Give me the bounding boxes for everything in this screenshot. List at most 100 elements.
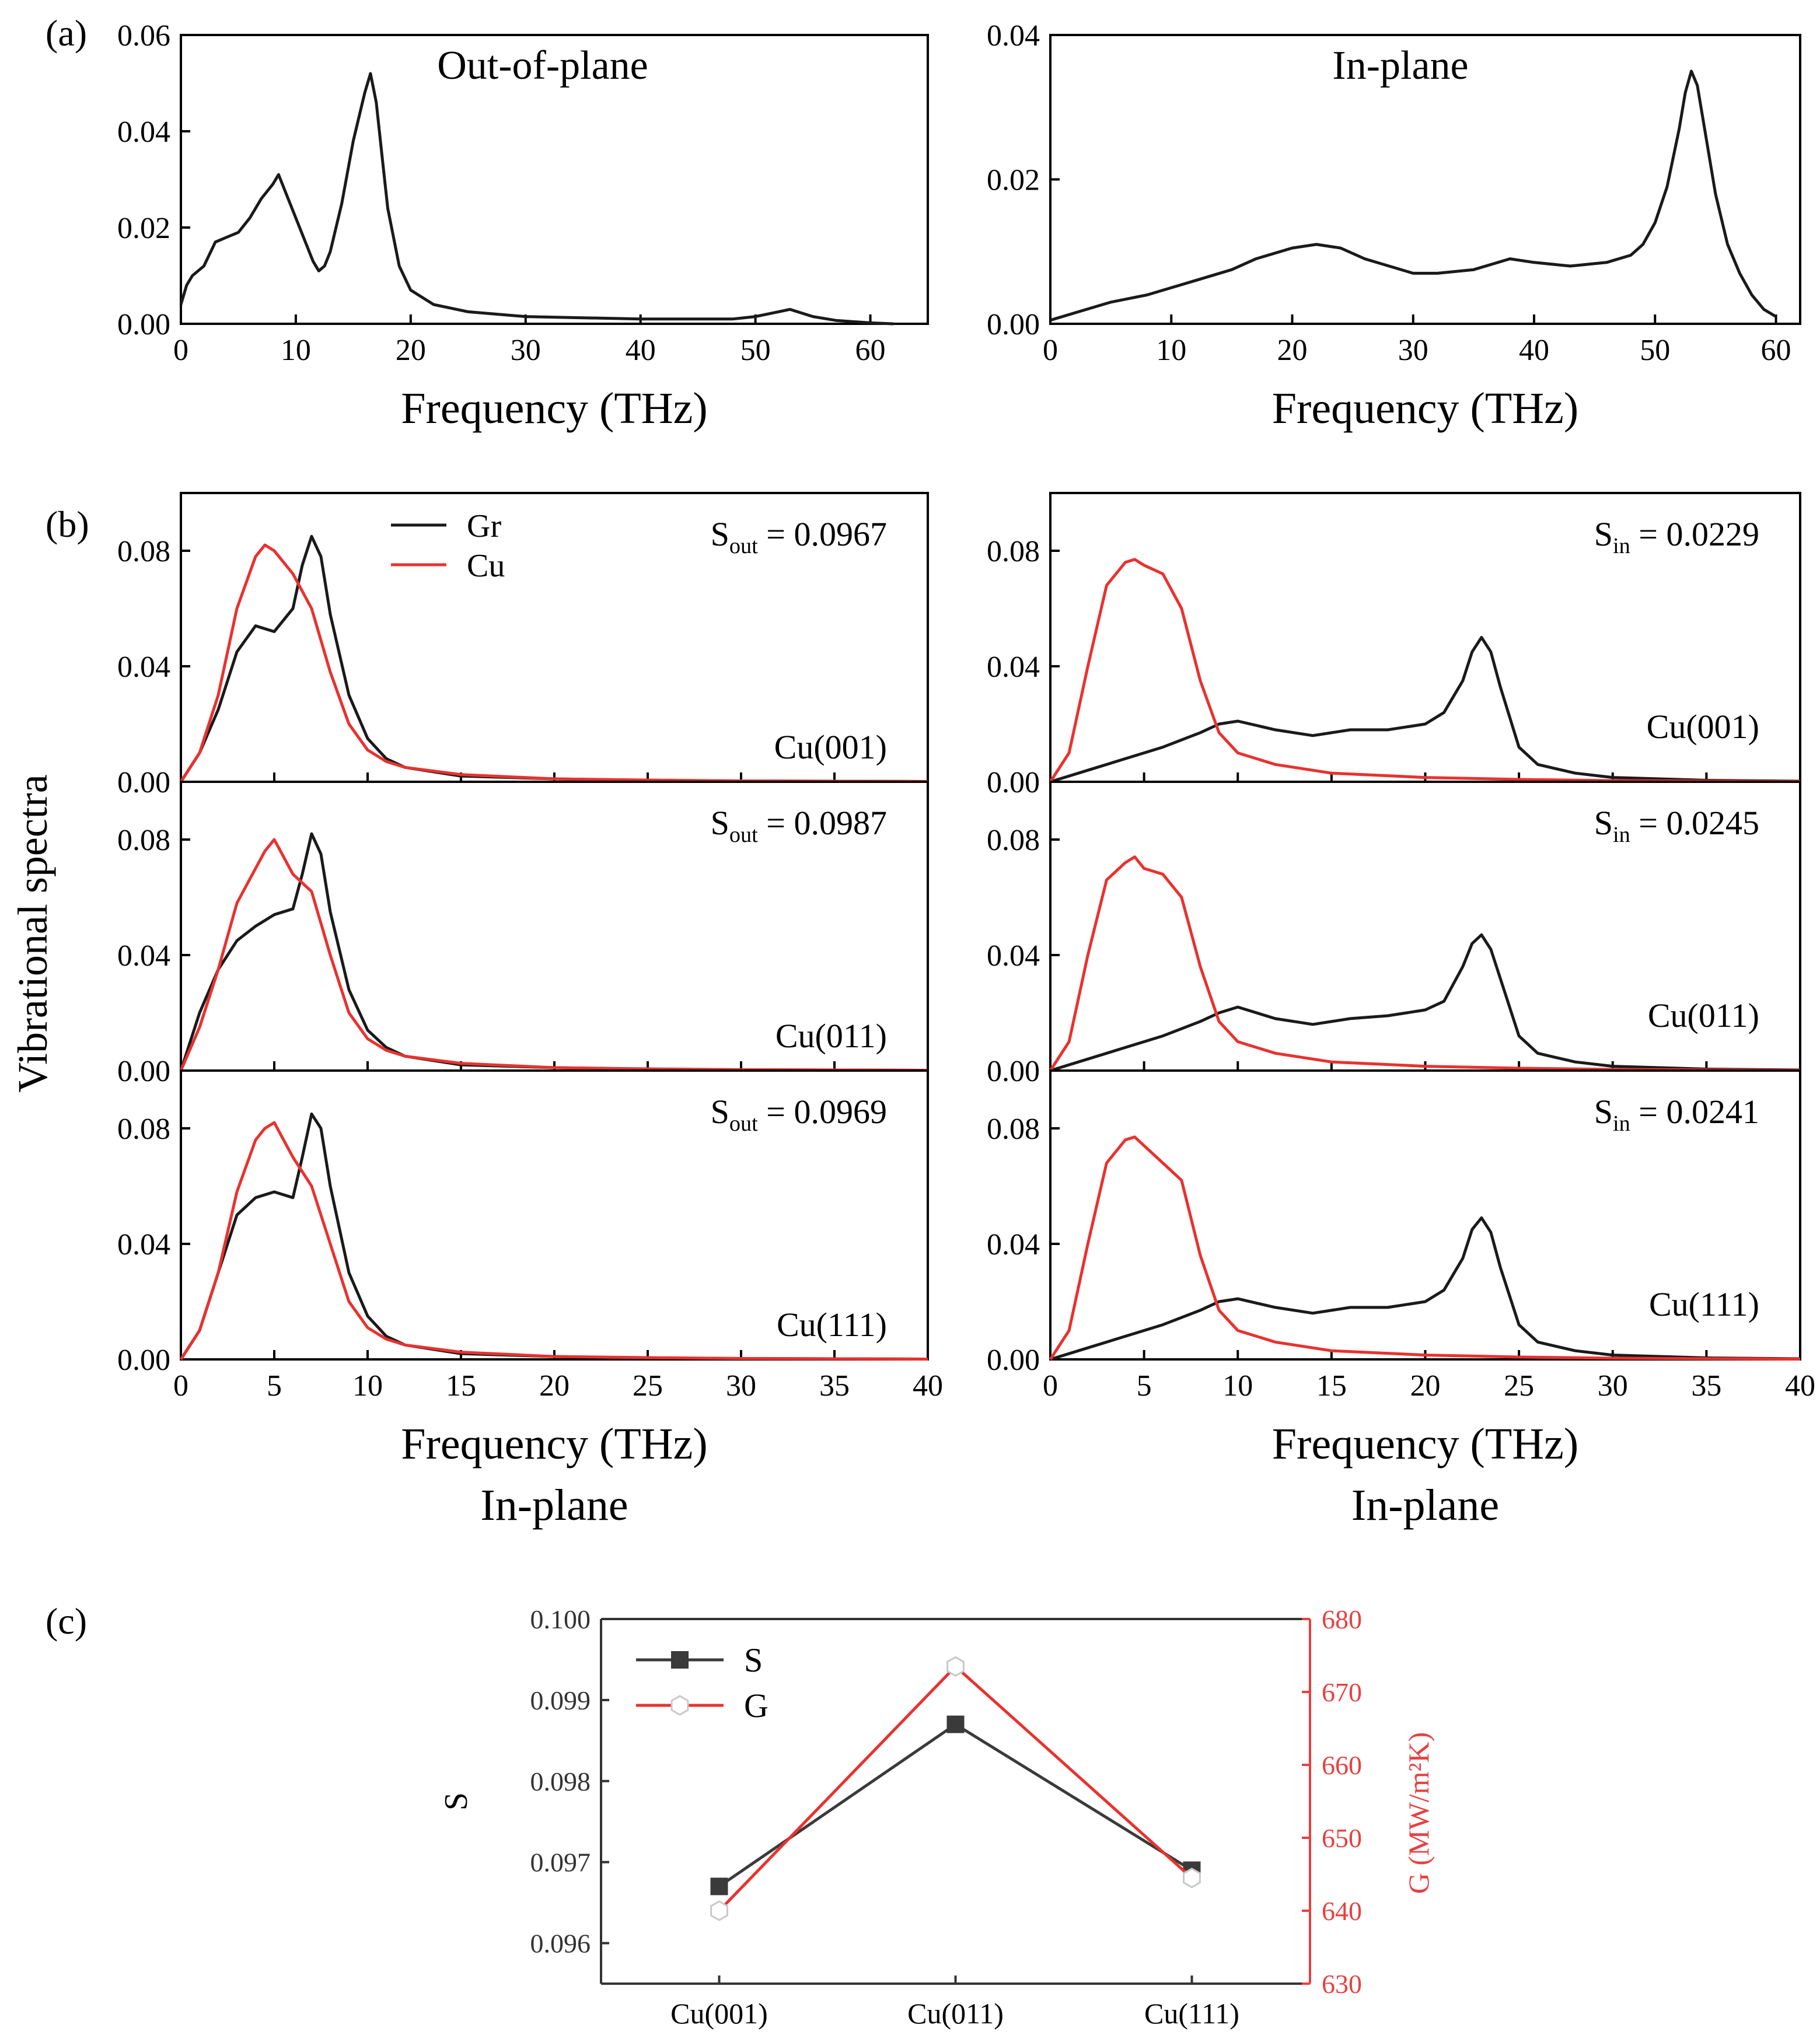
- x-tick-label: 40: [1519, 334, 1549, 367]
- y-tick-label: 0.08: [117, 1113, 170, 1146]
- series-g-point: [710, 1900, 728, 1921]
- series-s-point: [946, 1715, 965, 1733]
- y2-tick-label: 660: [1322, 1750, 1362, 1780]
- annotation: Sout = 0.0969: [711, 1093, 887, 1136]
- series-gr-line: [1050, 1216, 1801, 1361]
- y-tick-label: 0.099: [530, 1686, 591, 1715]
- x-tick-label: 5: [1137, 1369, 1152, 1403]
- x-tick-label: 50: [740, 334, 771, 367]
- panel-b-left-001: 0.00 0.04 0.08 Sout = 0.0967 Cu(001) Gr Cu: [117, 492, 929, 799]
- x-tick-label: 40: [626, 334, 656, 367]
- panel-b-right-001: 0.00 0.04 0.08 Sin = 0.0229 Cu(001): [987, 492, 1801, 799]
- y-tick-label: 0.02: [117, 212, 170, 245]
- y2-tick-label: 650: [1322, 1823, 1362, 1853]
- x-axis-label: Frequency (THz): [1272, 384, 1578, 433]
- panel-a-right: 0.00 0.02 0.04 0 10 20 30 40 50 60 In-plane Frequen…: [987, 19, 1801, 433]
- y-tick-label: 0.08: [987, 535, 1040, 568]
- series-s-line: [718, 1722, 1193, 1888]
- annotation: Sin = 0.0229: [1594, 515, 1759, 558]
- panel-b-left-111: 0.00 0.04 0.08 0 5 10 15 20 25 30 35 40 Sout = 0.096…: [117, 1069, 943, 1530]
- x-tick-label: 10: [1222, 1369, 1253, 1403]
- x-tick-label: 60: [1761, 334, 1791, 367]
- substrate-label: Cu(111): [1649, 1285, 1759, 1323]
- legend-label-g: G: [744, 1687, 768, 1725]
- panel-a-left: 0.00 0.02 0.04 0.06 0 10 20 30 40 50 60 Out-of-plan…: [117, 19, 929, 433]
- annotation: Sin = 0.0245: [1594, 804, 1759, 847]
- category-label: Cu(011): [907, 1997, 1004, 2030]
- y-tick-label: 0.096: [530, 1929, 591, 1959]
- y-tick-label: 0.00: [987, 766, 1040, 799]
- y-tick-label: 0.00: [117, 766, 170, 799]
- y-tick-label: 0.02: [987, 164, 1040, 197]
- legend-label-cu: Cu: [467, 548, 505, 584]
- x-axis-label: Frequency (THz): [401, 1419, 707, 1468]
- x-tick-label: 40: [913, 1369, 943, 1403]
- x-tick-label: 10: [352, 1369, 383, 1403]
- annotation: Sout = 0.0987: [711, 804, 887, 847]
- x-tick-label: 25: [1504, 1369, 1534, 1403]
- x-tick-label: 0: [1043, 1369, 1058, 1403]
- series-cu-line: [1049, 558, 1801, 783]
- x-tick-label: 60: [855, 334, 886, 367]
- panel-b-left-011: 0.00 0.04 0.08 Sout = 0.0987 Cu(011): [117, 781, 929, 1088]
- panel-c: 0.096 0.097 0.098 0.099 0.100 630 640 650 660 670…: [438, 1604, 1435, 2030]
- x-tick-label: 0: [173, 1369, 188, 1403]
- y-tick-label: 0.04: [117, 116, 170, 149]
- y-tick-label: 0.097: [530, 1848, 591, 1877]
- series-g-point: [1183, 1868, 1201, 1889]
- y2-tick-label: 670: [1322, 1677, 1362, 1707]
- series-gr-line: [1050, 636, 1801, 784]
- plot-frame: [180, 34, 929, 325]
- panel-label-a: (a): [46, 12, 87, 54]
- y-tick-label: 0.04: [987, 939, 1040, 973]
- series-cu-line: [179, 838, 928, 1072]
- series-cu-line: [179, 1121, 928, 1361]
- y-tick-label: 0.04: [117, 651, 170, 684]
- substrate-label: Cu(011): [1648, 996, 1759, 1034]
- x-tick-label: 0: [173, 334, 188, 367]
- series-vdos-line: [179, 72, 894, 326]
- x-tick-label: 15: [1316, 1369, 1347, 1403]
- series-g-point: [946, 1656, 965, 1677]
- x-tick-label: 20: [1277, 334, 1308, 367]
- substrate-label: Cu(001): [1647, 708, 1759, 746]
- series-gr-line: [1050, 933, 1801, 1072]
- x-tick-label: 20: [539, 1369, 570, 1403]
- y-tick-label: 0.08: [117, 535, 170, 568]
- chart-title: In-plane: [1332, 43, 1468, 88]
- x-tick-label: 25: [633, 1369, 663, 1403]
- y-tick-label: 0.00: [987, 308, 1040, 341]
- y-tick-label: 0.08: [987, 1113, 1040, 1146]
- y-tick-label: 0.06: [117, 19, 170, 53]
- y-tick-label: 0.100: [530, 1604, 591, 1634]
- x-tick-label: 50: [1640, 334, 1670, 367]
- series-cu-line: [179, 543, 928, 783]
- x-tick-label: 30: [511, 334, 541, 367]
- substrate-label: Cu(111): [777, 1306, 887, 1344]
- y-tick-label: 0.04: [987, 1228, 1040, 1261]
- x-tick-label: 35: [1691, 1369, 1721, 1403]
- y-tick-label: 0.04: [117, 939, 170, 973]
- y-axis-label: S: [438, 1792, 474, 1810]
- legend-label-s: S: [744, 1641, 763, 1679]
- caption: In-plane: [480, 1481, 628, 1530]
- substrate-label: Cu(001): [774, 728, 887, 766]
- series-s-point: [710, 1877, 728, 1896]
- panel-label-c: (c): [46, 1600, 87, 1642]
- y-tick-label: 0.04: [987, 19, 1040, 53]
- y-tick-label: 0.00: [987, 1055, 1040, 1088]
- panel-b-right-011: 0.00 0.04 0.08 Sin = 0.0245 Cu(011): [987, 781, 1801, 1088]
- y2-axis-label: G (MW/m²K): [1402, 1732, 1435, 1894]
- category-label: Cu(001): [670, 1997, 768, 2030]
- legend-marker-g: [670, 1695, 689, 1716]
- chart-title: Out-of-plane: [437, 43, 648, 88]
- y-tick-label: 0.08: [117, 824, 170, 857]
- annotation: Sout = 0.0967: [711, 515, 887, 558]
- x-tick-label: 0: [1043, 334, 1058, 367]
- x-axis-label: Frequency (THz): [1272, 1419, 1578, 1468]
- series-cu-line: [1049, 1135, 1801, 1361]
- x-tick-label: 5: [267, 1369, 282, 1403]
- series-g-line: [718, 1664, 1193, 1912]
- series-vdos-line: [1050, 69, 1777, 322]
